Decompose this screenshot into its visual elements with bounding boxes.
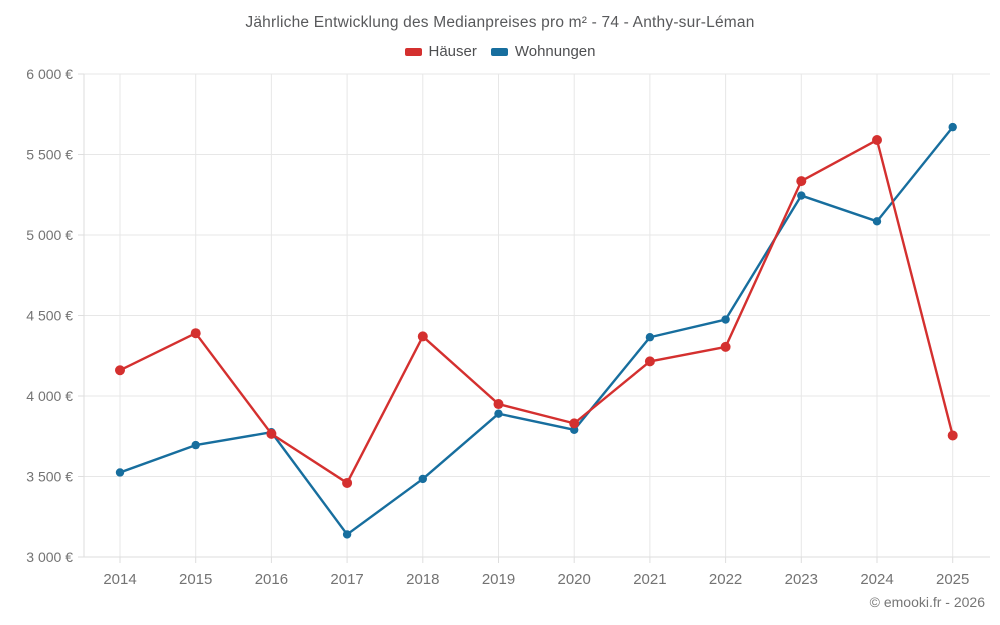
data-point-wohnungen-2014[interactable] (115, 468, 125, 477)
y-tick-label: 4 000 € (26, 388, 73, 404)
y-tick-label: 4 500 € (26, 308, 73, 324)
data-point-huser-2023[interactable] (796, 176, 807, 187)
x-tick-label: 2024 (860, 571, 893, 588)
x-tick-label: 2020 (558, 571, 591, 588)
data-point-huser-2015[interactable] (190, 328, 201, 339)
data-point-huser-2024[interactable] (872, 135, 882, 146)
data-point-wohnungen-2017[interactable] (342, 530, 352, 539)
legend-label-hauser: Häuser (428, 43, 477, 60)
data-point-huser-2016[interactable] (266, 428, 277, 439)
x-tick-label: 2018 (406, 571, 439, 588)
legend-item-wohnungen[interactable]: Wohnungen (490, 43, 596, 60)
legend-label-wohnungen: Wohnungen (514, 43, 596, 60)
data-point-huser-2018[interactable] (417, 331, 428, 342)
chart-legend: Häuser Wohnungen (0, 43, 1000, 60)
data-point-wohnungen-2015[interactable] (191, 440, 200, 450)
legend-item-hauser[interactable]: Häuser (404, 43, 477, 60)
hauser-swatch-icon (404, 47, 422, 56)
x-tick-label: 2015 (179, 571, 212, 588)
x-tick-label: 2022 (709, 571, 742, 588)
data-point-huser-2021[interactable] (644, 356, 655, 367)
data-point-wohnungen-2019[interactable] (494, 409, 503, 418)
x-tick-label: 2014 (103, 571, 136, 588)
data-point-wohnungen-2018[interactable] (418, 474, 427, 484)
data-point-wohnungen-2025[interactable] (948, 122, 957, 132)
data-point-wohnungen-2023[interactable] (797, 191, 806, 200)
x-tick-label: 2023 (785, 571, 818, 588)
chart-title: Jährliche Entwicklung des Medianpreises … (245, 14, 755, 31)
y-tick-label: 5 000 € (26, 227, 73, 243)
x-tick-label: 2021 (633, 571, 666, 588)
copyright: © emooki.fr - 2026 (869, 594, 985, 610)
x-tick-label: 2019 (482, 571, 515, 588)
data-point-wohnungen-2024[interactable] (872, 217, 882, 226)
data-point-huser-2022[interactable] (720, 341, 731, 352)
data-point-huser-2025[interactable] (947, 430, 958, 441)
y-tick-label: 6 000 € (26, 66, 73, 82)
data-point-huser-2020[interactable] (569, 418, 580, 429)
data-point-huser-2019[interactable] (493, 399, 504, 410)
data-point-wohnungen-2022[interactable] (721, 315, 730, 324)
y-tick-label: 3 000 € (26, 549, 73, 565)
y-tick-label: 3 500 € (26, 469, 73, 485)
x-tick-label: 2016 (255, 571, 288, 588)
wohnungen-swatch-icon (490, 47, 508, 56)
y-tick-label: 5 500 € (26, 147, 73, 163)
series-line-wohnungen (118, 125, 954, 536)
data-point-huser-2014[interactable] (115, 365, 125, 376)
x-tick-label: 2025 (936, 571, 969, 588)
data-point-huser-2017[interactable] (342, 477, 353, 488)
x-tick-label: 2017 (330, 571, 363, 588)
data-point-wohnungen-2021[interactable] (645, 333, 655, 342)
series-line-huser (118, 138, 954, 485)
